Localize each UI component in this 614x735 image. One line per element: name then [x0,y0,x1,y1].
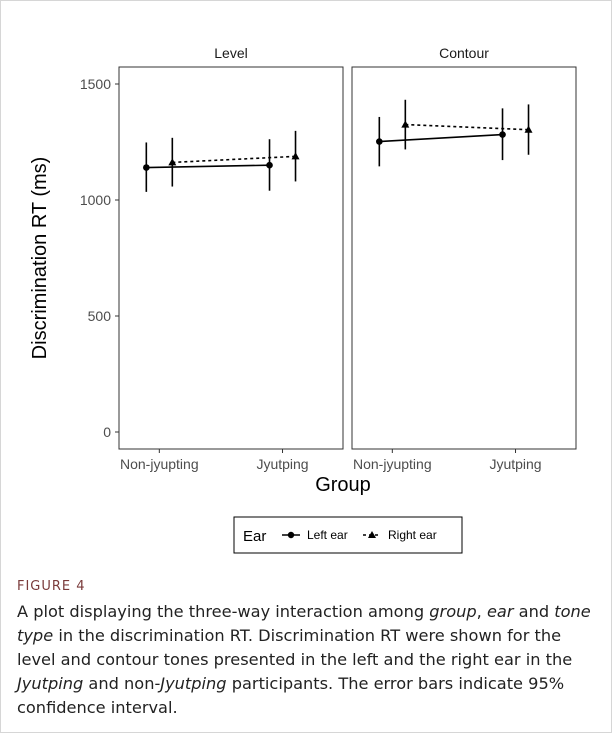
legend-box [233,516,463,554]
caption-segment: ear [486,602,514,621]
caption-segment: Jyutping [160,674,227,693]
data-point [143,164,150,171]
y-tick-label: 0 [103,424,111,440]
x-axis-label: Group [315,474,371,496]
facet-panel: Level Non-jyupting Jyutping [118,45,344,472]
caption-segment: group [429,602,477,621]
series-line [146,164,270,169]
data-point [524,125,533,133]
legend-label: Right ear [388,528,437,542]
x-tick-label: Jyutping [489,456,541,472]
x-tick-label: Non-jyupting [353,456,432,472]
series-line [405,123,529,131]
caption-segment: , [476,602,487,621]
legend-label: Left ear [307,528,348,542]
x-tick-label: Non-jyupting [120,456,199,472]
caption-text: A plot displaying the three-way interact… [17,600,599,720]
x-tick-label: Jyutping [256,456,308,472]
panels: Level Non-jyupting Jyutping Contour Non-jyup… [118,45,577,472]
facet-title: Contour [439,45,489,61]
panel-border [118,66,344,450]
caption-segment: A plot displaying the three-way interact… [17,602,430,621]
y-tick-label: 1000 [80,192,111,208]
facet-title: Level [214,45,247,61]
caption-segment: and non- [83,674,161,693]
panel-border [351,66,577,450]
caption-segment: and [513,602,555,621]
legend-marker [368,531,376,538]
legend-title: Ear [243,528,266,545]
series-line [172,155,296,164]
caption-segment: participants. The error bars indicate 95… [17,674,565,717]
data-point [376,138,383,145]
y-tick-label: 500 [88,308,112,324]
caption-segment: tone type [17,602,591,645]
y-axis: 0 500 1000 1500 [80,76,119,440]
data-point [168,158,177,166]
legend-marker [287,531,295,539]
series-line [379,133,503,143]
caption-segment: Jyutping [17,674,84,693]
data-point [499,131,506,138]
data-point [291,152,300,160]
data-point [266,161,273,169]
chart: Discrimination RT (ms) Group 0 500 1000 150… [29,45,577,554]
y-axis-label: Discrimination RT (ms) [29,157,51,360]
figure-label: FIGURE 4 [17,579,86,594]
legend: Ear Left ear Right ear [233,516,463,554]
facet-panel: Contour Non-jyupting Jyutping [351,45,577,472]
caption-segment: in the discrimination RT. Discrimination… [17,626,573,669]
y-tick-label: 1500 [80,76,111,92]
data-point [401,120,410,128]
figure-caption: FIGURE 4 A plot displaying the three-way… [17,579,599,720]
